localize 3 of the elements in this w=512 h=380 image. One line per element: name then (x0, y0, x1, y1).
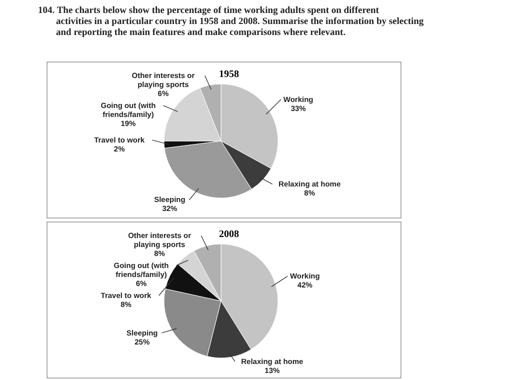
chart-title: 1958 (219, 69, 239, 80)
text: 104. The charts below show the percentage of time working adults spent on different activities in a particular country in 1958 and 2008. Summarise the information by selecting and reporting the main features and make comparisons where relevant. (38, 6, 424, 38)
chart-title: 2008 (219, 229, 239, 240)
